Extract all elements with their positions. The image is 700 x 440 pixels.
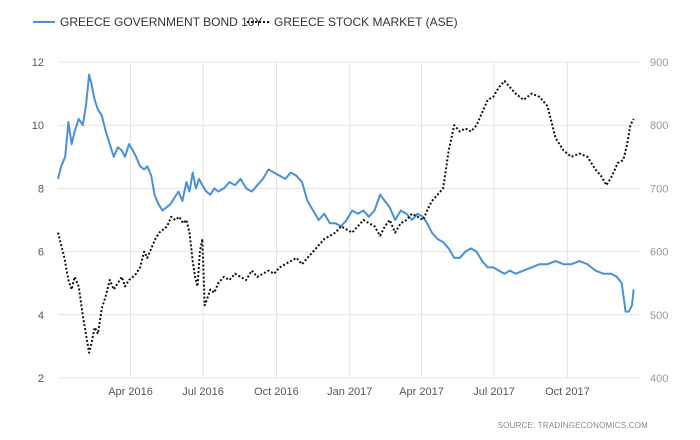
x-axis: Apr 2016 Jul 2016 Oct 2016 Jan 2017 Apr 2017… <box>108 386 590 398</box>
y-right-tick-label: 400 <box>650 373 668 385</box>
x-tick-label: Jan 2017 <box>327 386 372 398</box>
y-left-tick-label: 8 <box>38 183 44 195</box>
source-label: SOURCE: TRADINGECONOMICS.COM <box>498 421 648 430</box>
legend-label-stock: GREECE STOCK MARKET (ASE) <box>274 15 458 29</box>
legend: GREECE GOVERNMENT BOND 10Y GREECE STOCK … <box>33 15 458 29</box>
legend-label-bond: GREECE GOVERNMENT BOND 10Y <box>60 15 263 29</box>
grid <box>58 61 640 379</box>
y-right-tick-label: 500 <box>650 310 668 322</box>
plot-area <box>57 73 635 354</box>
x-tick-label: Apr 2016 <box>108 386 153 398</box>
series-line-stock <box>57 80 635 354</box>
y-right-tick-label: 800 <box>650 120 668 132</box>
right-axis: 400 500 600 700 800 900 <box>650 57 668 385</box>
x-tick-label: Oct 2017 <box>545 386 590 398</box>
y-right-tick-label: 700 <box>650 183 668 195</box>
series-line-bond <box>57 73 635 313</box>
y-left-tick-label: 2 <box>38 373 44 385</box>
x-tick-label: Apr 2017 <box>399 386 444 398</box>
y-right-tick-label: 600 <box>650 247 668 259</box>
left-axis: 2 4 6 8 10 12 <box>32 57 44 385</box>
y-left-tick-label: 10 <box>32 120 44 132</box>
x-tick-label: Oct 2016 <box>254 386 299 398</box>
x-tick-label: Jul 2017 <box>473 386 515 398</box>
y-right-tick-label: 900 <box>650 57 668 69</box>
y-left-tick-label: 4 <box>38 310 44 322</box>
x-tick-label: Jul 2016 <box>182 386 224 398</box>
y-left-tick-label: 6 <box>38 247 44 259</box>
y-left-tick-label: 12 <box>32 57 44 69</box>
